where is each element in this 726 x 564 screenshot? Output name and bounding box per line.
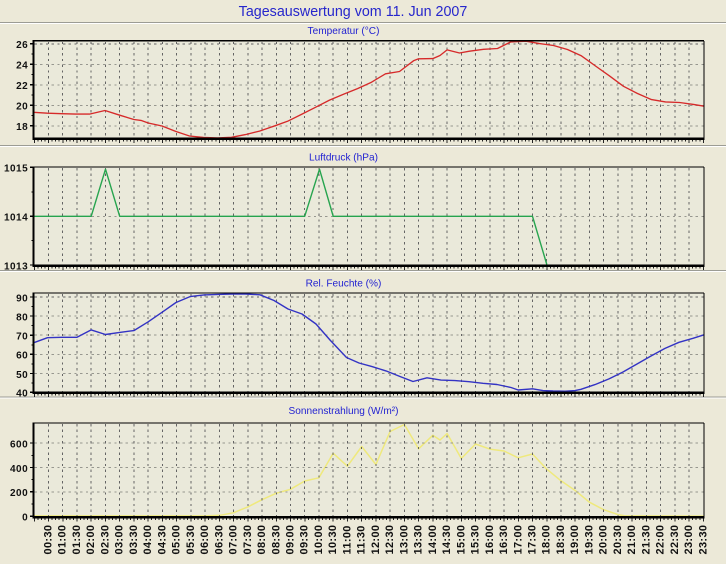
svg-text:Rel. Feuchte (%): Rel. Feuchte (%)	[306, 278, 382, 289]
svg-text:00:30: 00:30	[43, 525, 55, 555]
svg-text:0: 0	[22, 513, 28, 524]
svg-text:200: 200	[10, 488, 28, 499]
svg-text:Luftdruck (hPa): Luftdruck (hPa)	[309, 152, 378, 163]
svg-text:09:00: 09:00	[284, 525, 296, 555]
svg-text:18: 18	[16, 122, 28, 133]
svg-text:11:00: 11:00	[341, 525, 353, 554]
svg-text:04:00: 04:00	[142, 525, 154, 555]
svg-text:600: 600	[10, 440, 28, 451]
svg-text:23:30: 23:30	[697, 525, 709, 555]
svg-text:05:00: 05:00	[171, 525, 183, 555]
svg-text:70: 70	[16, 332, 28, 343]
svg-text:1015: 1015	[4, 164, 28, 175]
svg-text:18:30: 18:30	[555, 525, 567, 555]
svg-text:22: 22	[16, 81, 28, 92]
svg-text:17:00: 17:00	[512, 525, 524, 555]
svg-text:04:30: 04:30	[156, 525, 168, 555]
svg-text:07:30: 07:30	[242, 525, 254, 555]
svg-text:03:00: 03:00	[114, 525, 126, 555]
svg-text:50: 50	[16, 370, 28, 381]
svg-text:1013: 1013	[4, 261, 28, 272]
svg-text:02:00: 02:00	[85, 525, 97, 555]
svg-text:1014: 1014	[4, 213, 28, 224]
svg-text:08:30: 08:30	[270, 525, 282, 555]
svg-text:400: 400	[10, 464, 28, 475]
svg-text:19:30: 19:30	[583, 525, 595, 555]
svg-text:16:00: 16:00	[484, 525, 496, 555]
svg-text:Sonnenstrahlung (W/m²): Sonnenstrahlung (W/m²)	[289, 406, 399, 417]
svg-text:23:00: 23:00	[683, 525, 695, 555]
svg-text:01:00: 01:00	[57, 525, 69, 555]
svg-text:26: 26	[16, 40, 28, 51]
svg-text:09:30: 09:30	[299, 525, 311, 555]
svg-text:12:00: 12:00	[370, 525, 382, 555]
svg-text:20:00: 20:00	[598, 525, 610, 555]
svg-text:21:30: 21:30	[640, 525, 652, 555]
svg-text:07:00: 07:00	[228, 525, 240, 555]
svg-text:20:30: 20:30	[612, 525, 624, 555]
svg-text:22:00: 22:00	[655, 525, 667, 555]
svg-text:18:00: 18:00	[541, 525, 553, 555]
svg-text:10:00: 10:00	[313, 525, 325, 555]
svg-text:06:30: 06:30	[213, 525, 225, 555]
svg-text:15:00: 15:00	[455, 525, 467, 555]
svg-text:24: 24	[16, 61, 28, 72]
svg-text:13:00: 13:00	[398, 525, 410, 555]
svg-text:10:30: 10:30	[327, 525, 339, 555]
svg-text:01:30: 01:30	[71, 525, 83, 555]
svg-text:08:00: 08:00	[256, 525, 268, 555]
svg-text:90: 90	[16, 293, 28, 304]
svg-text:13:30: 13:30	[413, 525, 425, 555]
svg-text:12:30: 12:30	[384, 525, 396, 555]
svg-text:80: 80	[16, 313, 28, 324]
svg-text:16:30: 16:30	[498, 525, 510, 555]
svg-text:02:30: 02:30	[99, 525, 111, 555]
svg-text:21:00: 21:00	[626, 525, 638, 555]
svg-text:15:30: 15:30	[470, 525, 482, 555]
svg-text:17:30: 17:30	[526, 525, 538, 555]
svg-text:06:00: 06:00	[199, 525, 211, 555]
svg-text:22:30: 22:30	[669, 525, 681, 555]
svg-text:40: 40	[16, 389, 28, 400]
svg-text:05:30: 05:30	[185, 525, 197, 555]
svg-text:14:30: 14:30	[441, 525, 453, 555]
svg-text:20: 20	[16, 102, 28, 113]
svg-text:Temperatur (°C): Temperatur (°C)	[308, 26, 380, 37]
svg-text:19:00: 19:00	[569, 525, 581, 555]
svg-text:14:00: 14:00	[427, 525, 439, 555]
svg-text:03:30: 03:30	[128, 525, 140, 555]
svg-text:60: 60	[16, 351, 28, 362]
svg-text:Tagesauswertung vom 11. Jun 20: Tagesauswertung vom 11. Jun 2007	[239, 4, 468, 20]
svg-text:11:30: 11:30	[356, 525, 368, 554]
